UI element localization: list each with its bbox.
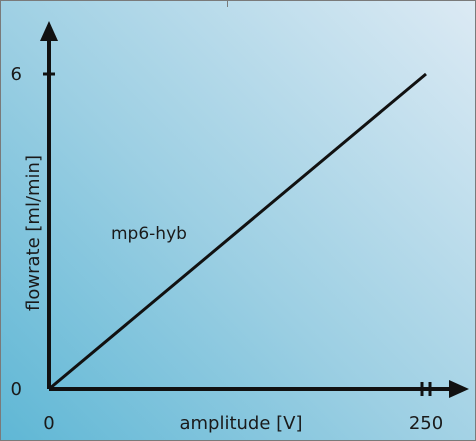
x-tick-label-min: 0 [43,413,54,434]
x-tick-label-max: 250 [409,413,443,434]
series-label-mp6-hyb: mp6-hyb [111,224,187,244]
series-line-mp6-hyb [48,72,427,391]
y-tick-label-max: 6 [11,64,22,85]
y-axis-title: flowrate [ml/min] [23,155,44,311]
x-axis-arrowhead [449,380,469,398]
x-axis-title: amplitude [V] [179,413,302,434]
y-axis-arrowhead [40,21,58,41]
y-tick-label-min: 0 [11,379,22,400]
frame-notch [227,1,228,7]
